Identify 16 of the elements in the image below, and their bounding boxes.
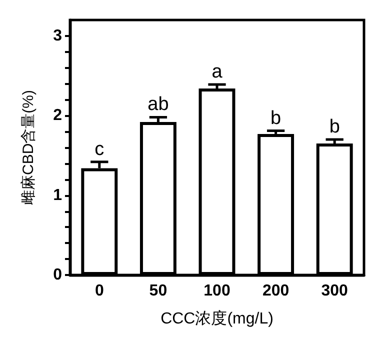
x-tick-label: 0 [94, 282, 104, 300]
x-tick-label: 300 [321, 282, 348, 300]
y-tick-label: 1 [53, 186, 62, 204]
y-tick-label: 3 [53, 27, 62, 44]
x-tick-label: 100 [204, 282, 230, 300]
x-tick-label: 50 [149, 282, 168, 300]
x-axis-title: CCC浓度(mg/L) [160, 310, 274, 328]
y-tick-label: 2 [53, 107, 62, 124]
y-tick-label: 0 [53, 266, 62, 284]
annotation: a [212, 62, 223, 83]
y-axis-title: 雌麻CBD含量(%) [20, 90, 37, 205]
annotation: c [94, 138, 104, 160]
x-tick-label: 200 [262, 282, 290, 300]
annotation: b [329, 116, 340, 138]
annotation: ab [148, 94, 169, 116]
annotation: b [270, 108, 282, 129]
